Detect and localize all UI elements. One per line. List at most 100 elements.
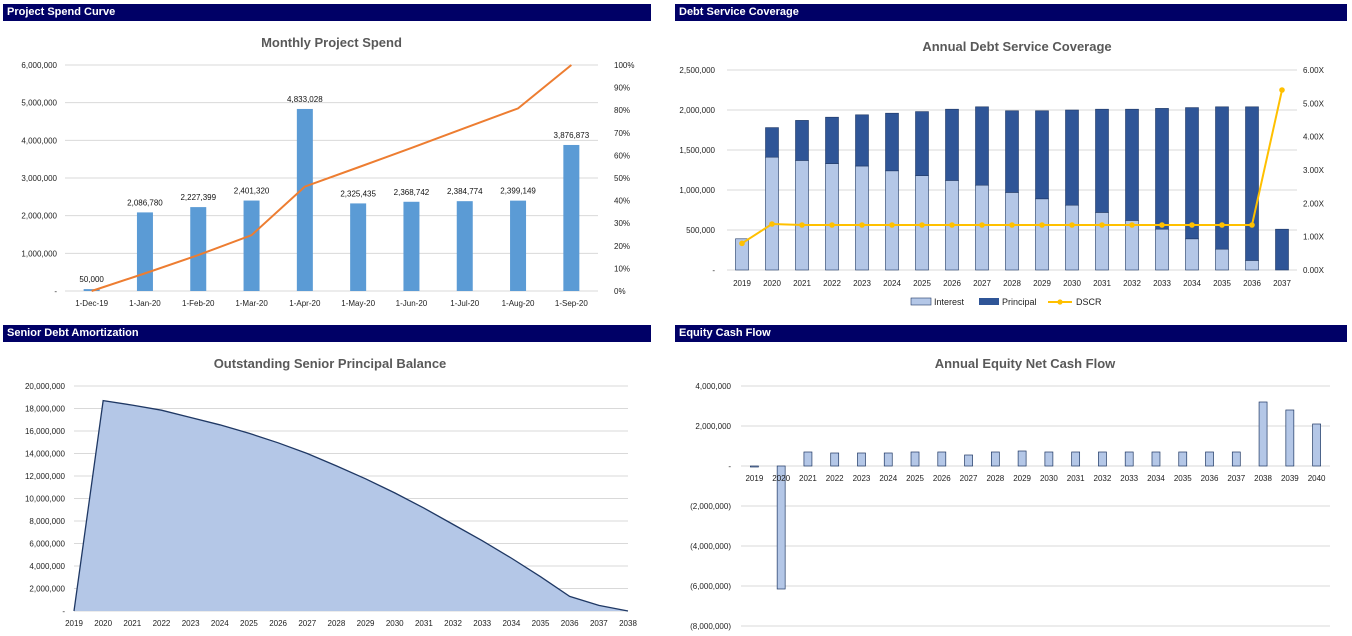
dscr-point bbox=[949, 222, 955, 228]
chart-title: Annual Debt Service Coverage bbox=[922, 39, 1111, 54]
chart-monthly-project-spend: Monthly Project Spend - 1,000,000 2,000,000… bbox=[21, 35, 634, 308]
x-tick-label: 2021 bbox=[799, 474, 817, 483]
dscr-point bbox=[1009, 222, 1015, 228]
dscr-point bbox=[889, 222, 895, 228]
x-tick-label: 2031 bbox=[1093, 279, 1111, 288]
bar-interest bbox=[765, 156, 779, 271]
x-tick-label: 2019 bbox=[733, 279, 751, 288]
x-tick-label: 1-Mar-20 bbox=[235, 299, 268, 308]
bar bbox=[750, 465, 759, 468]
bar bbox=[1071, 451, 1081, 467]
bar bbox=[857, 452, 866, 467]
panel-debt-service-coverage: Debt Service Coverage Annual Debt Servic… bbox=[675, 4, 1347, 322]
x-tick-label: 2039 bbox=[1281, 474, 1299, 483]
x-tick-label: 2038 bbox=[1254, 474, 1272, 483]
data-label: 2,384,774 bbox=[447, 187, 483, 196]
x-tick-label: 2023 bbox=[853, 474, 871, 483]
y2-tick-label: 0.00X bbox=[1303, 266, 1325, 275]
dscr-point bbox=[1129, 222, 1135, 228]
x-tick-label: 2027 bbox=[960, 474, 978, 483]
x-tick-label: 2035 bbox=[532, 619, 550, 628]
dscr-point bbox=[799, 222, 805, 228]
bar bbox=[1098, 451, 1107, 467]
data-label: 2,401,320 bbox=[234, 187, 270, 196]
bar-interest bbox=[1095, 212, 1109, 271]
x-tick-label: 2026 bbox=[933, 474, 951, 483]
y-tick-label: - bbox=[62, 607, 65, 616]
y-tick-label: 4,000,000 bbox=[21, 136, 57, 145]
x-tick-label: 1-Dec-19 bbox=[75, 299, 108, 308]
data-label: 3,876,873 bbox=[554, 131, 590, 140]
x-tick-label: 2034 bbox=[502, 619, 520, 628]
bar bbox=[1044, 451, 1054, 467]
y-tick-label: 18,000,000 bbox=[25, 405, 66, 414]
x-tick-label: 2032 bbox=[444, 619, 462, 628]
dscr-point bbox=[1099, 222, 1105, 228]
bar bbox=[510, 200, 527, 291]
y-tick-label: 10,000,000 bbox=[25, 495, 66, 504]
y-tick-label: - bbox=[728, 462, 731, 471]
x-tick-label: 2030 bbox=[1063, 279, 1081, 288]
panel-header-amort: Senior Debt Amortization bbox=[3, 325, 651, 342]
y2-tick-label: 80% bbox=[614, 106, 630, 115]
x-tick-label: 2031 bbox=[1067, 474, 1085, 483]
bar bbox=[1312, 423, 1321, 467]
x-tick-label: 1-May-20 bbox=[341, 299, 375, 308]
bar-principal bbox=[945, 108, 959, 181]
legend-label: Interest bbox=[934, 297, 965, 307]
dscr-point bbox=[859, 222, 865, 228]
x-tick-label: 2023 bbox=[182, 619, 200, 628]
y-tick-label: 16,000,000 bbox=[25, 427, 66, 436]
y-tick-label: 1,000,000 bbox=[679, 186, 715, 195]
bar bbox=[937, 451, 947, 467]
chart-annual-debt-service-coverage: Annual Debt Service Coverage - 500,000 1,00… bbox=[679, 39, 1325, 307]
y2-tick-label: 30% bbox=[614, 219, 630, 228]
x-tick-label: 2020 bbox=[94, 619, 112, 628]
bar bbox=[830, 452, 840, 467]
bar bbox=[910, 451, 920, 467]
y2-tick-label: 6.00X bbox=[1303, 66, 1325, 75]
bar bbox=[456, 201, 473, 291]
x-tick-label: 2025 bbox=[240, 619, 258, 628]
y2-tick-label: 1.00X bbox=[1303, 233, 1325, 242]
x-tick-label: 2033 bbox=[1120, 474, 1138, 483]
x-tick-label: 2032 bbox=[1094, 474, 1112, 483]
bar-interest bbox=[1185, 238, 1199, 271]
y2-tick-label: 70% bbox=[614, 129, 630, 138]
x-tick-label: 2034 bbox=[1183, 279, 1201, 288]
dscr-point bbox=[1279, 87, 1285, 93]
y-tick-label: 4,000,000 bbox=[29, 562, 65, 571]
x-tick-label: 2019 bbox=[745, 474, 763, 483]
bar-principal bbox=[855, 114, 869, 167]
bar-interest bbox=[1005, 192, 1019, 271]
y2-tick-label: 10% bbox=[614, 264, 630, 273]
bar-principal bbox=[795, 120, 809, 161]
y2-tick-label: 50% bbox=[614, 174, 630, 183]
dscr-point bbox=[1219, 222, 1225, 228]
chart-title: Annual Equity Net Cash Flow bbox=[935, 356, 1116, 371]
x-tick-label: 2020 bbox=[763, 279, 781, 288]
legend-swatch-principal bbox=[979, 298, 999, 305]
bar-principal bbox=[1215, 106, 1229, 250]
x-tick-label: 2029 bbox=[357, 619, 375, 628]
dscr-point bbox=[979, 222, 985, 228]
x-tick-label: 2027 bbox=[973, 279, 991, 288]
y-tick-label: 5,000,000 bbox=[21, 99, 57, 108]
chart-outstanding-senior-principal: Outstanding Senior Principal Balance - 2,0… bbox=[25, 356, 637, 628]
y-tick-label: 1,500,000 bbox=[679, 146, 715, 155]
data-label: 50,000 bbox=[79, 275, 104, 284]
bar-principal bbox=[765, 127, 779, 158]
x-tick-label: 2024 bbox=[883, 279, 901, 288]
data-label: 2,368,742 bbox=[394, 188, 430, 197]
x-tick-label: 2037 bbox=[590, 619, 608, 628]
y-tick-label: 2,000,000 bbox=[21, 212, 57, 221]
bar-principal bbox=[1005, 110, 1019, 193]
bar bbox=[243, 200, 260, 291]
y2-tick-label: 20% bbox=[614, 242, 630, 251]
y-tick-label: 14,000,000 bbox=[25, 450, 66, 459]
bar-principal bbox=[1185, 107, 1199, 240]
y-tick-label: (8,000,000) bbox=[690, 622, 731, 631]
x-tick-label: 2022 bbox=[823, 279, 841, 288]
bar-interest bbox=[1065, 204, 1079, 271]
panel-header-dscr: Debt Service Coverage bbox=[675, 4, 1347, 21]
